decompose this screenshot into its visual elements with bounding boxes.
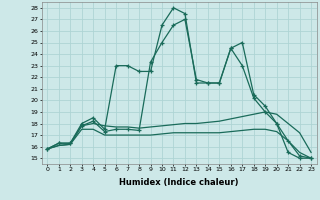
X-axis label: Humidex (Indice chaleur): Humidex (Indice chaleur) bbox=[119, 178, 239, 187]
